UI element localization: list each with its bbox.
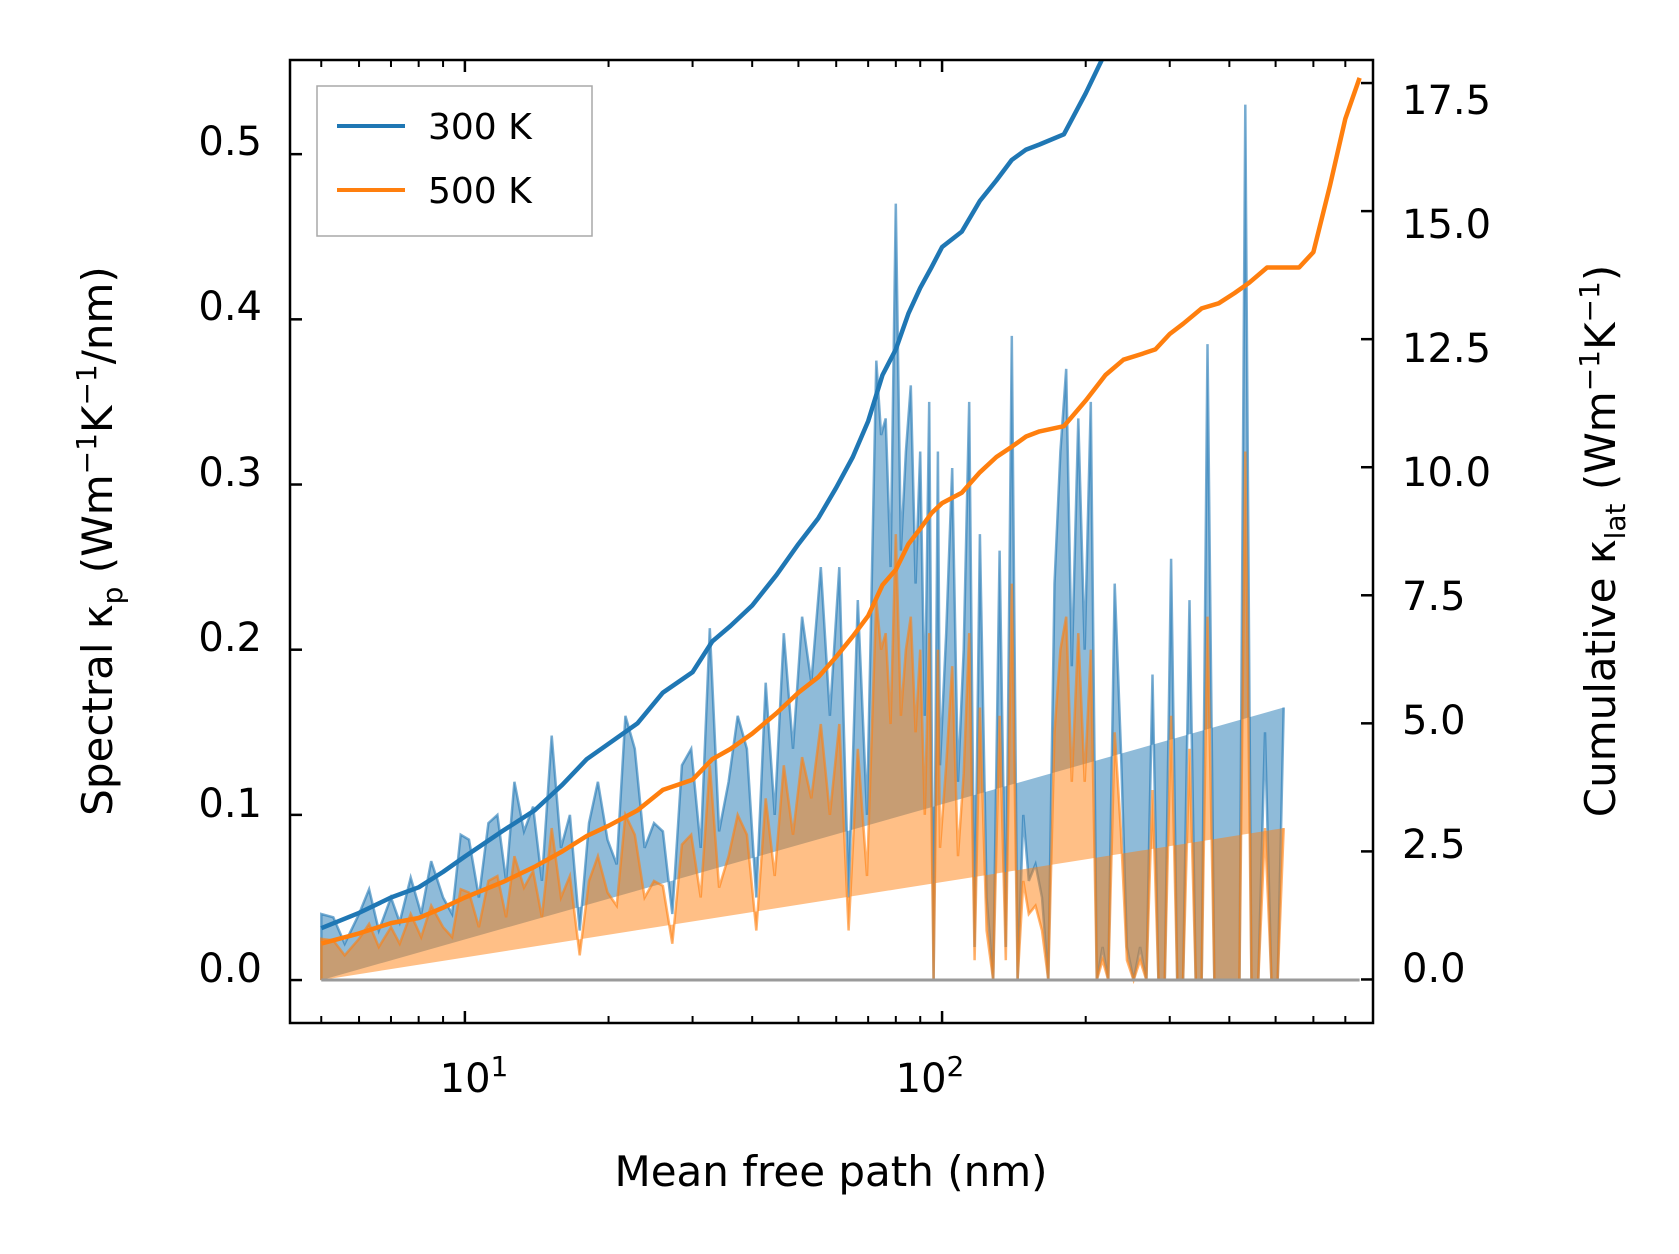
y-right-tick-label: 12.5 xyxy=(1402,326,1491,372)
y-right-tick-label: 10.0 xyxy=(1402,450,1491,496)
y-right-tick-label: 17.5 xyxy=(1402,78,1491,124)
legend-box xyxy=(316,85,593,237)
y-left-axis-title: Spectral κp (Wm−1K−1/nm) xyxy=(70,266,129,816)
y-left-tick-label: 0.0 xyxy=(198,946,262,992)
y-right-tick-label: 7.5 xyxy=(1402,574,1466,620)
cumulative-300k-line xyxy=(320,60,1105,931)
legend-label-500k: 500 K xyxy=(428,171,533,212)
cumulative-500k-line xyxy=(320,77,1362,946)
x-tick-labels: 101 102 xyxy=(440,1050,965,1102)
y-left-tick-label: 0.2 xyxy=(198,615,262,661)
x-tick-label-100: 102 xyxy=(896,1050,965,1102)
y-right-tick-label: 5.0 xyxy=(1402,698,1466,744)
y-left-tick-label: 0.3 xyxy=(198,450,262,496)
y-left-tick-label: 0.1 xyxy=(198,781,262,827)
spectral-500k-area xyxy=(320,451,1285,985)
cumulative-lines xyxy=(320,60,1362,946)
y-right-tick-label: 15.0 xyxy=(1402,202,1491,248)
y-right-axis-title: Cumulative κlat (Wm−1K−1) xyxy=(1573,265,1632,817)
spectral-fills xyxy=(320,104,1360,985)
plot-frame xyxy=(288,58,1375,1025)
legend-label-300k: 300 K xyxy=(428,107,533,148)
y-left-tick-label: 0.5 xyxy=(198,119,262,165)
axis-ticks xyxy=(290,60,1374,1023)
legend: 300 K 500 K xyxy=(316,85,593,237)
y-left-tick-labels: 0.0 0.1 0.2 0.3 0.4 0.5 xyxy=(198,119,262,992)
y-right-tick-labels: 0.0 2.5 5.0 7.5 10.0 12.5 15.0 17.5 xyxy=(1402,78,1491,992)
y-right-tick-label: 2.5 xyxy=(1402,822,1466,868)
y-left-tick-label: 0.4 xyxy=(198,284,262,330)
y-right-tick-label: 0.0 xyxy=(1402,946,1466,992)
x-tick-label-10: 101 xyxy=(440,1050,509,1102)
x-axis-title: Mean free path (nm) xyxy=(614,1147,1047,1196)
